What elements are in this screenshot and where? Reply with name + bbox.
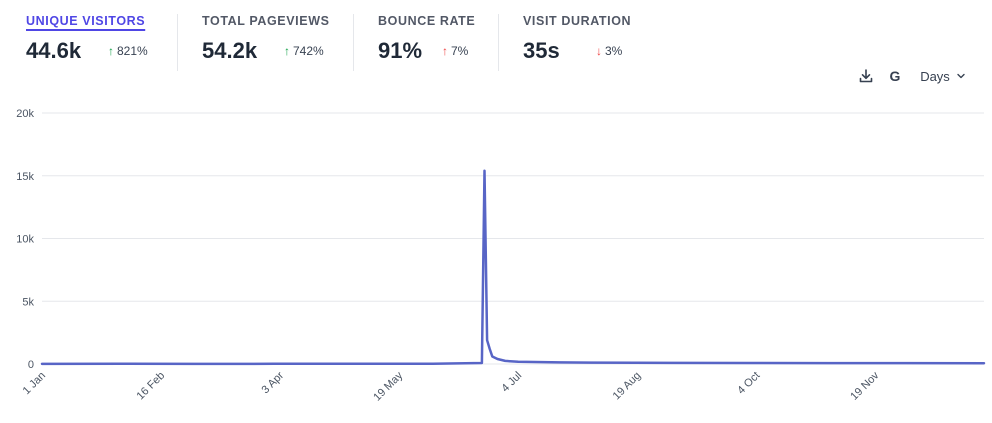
x-tick-label: 19 Nov xyxy=(848,369,881,402)
metric-divider xyxy=(498,14,499,71)
metric-label[interactable]: UNIQUE VISITORS xyxy=(26,14,146,28)
x-tick-label: 19 May xyxy=(371,369,405,403)
series-line xyxy=(40,169,986,366)
metric-label[interactable]: BOUNCE RATE xyxy=(378,14,476,28)
metric-label[interactable]: TOTAL PAGEVIEWS xyxy=(202,14,330,28)
g-button[interactable]: G xyxy=(889,68,901,84)
metric-value: 54.2k xyxy=(202,38,258,63)
metric-change: ↑ 821% xyxy=(108,44,148,58)
y-tick-label: 5k xyxy=(22,296,34,308)
metric-change: ↓ 3% xyxy=(596,44,622,58)
metric-visit-duration[interactable]: VISIT DURATION 35s ↓ 3% xyxy=(523,0,673,72)
chart-toolbar: G Days xyxy=(854,64,974,88)
arrow-down-icon: ↓ xyxy=(596,44,602,58)
metric-change-value: 742% xyxy=(293,44,324,58)
metric-value: 91% xyxy=(378,38,423,63)
metric-value: 44.6k xyxy=(26,38,82,63)
metrics-bar: UNIQUE VISITORS 44.6k ↑ 821% TOTAL PAGEVI… xyxy=(0,0,992,72)
metric-change: ↑ 7% xyxy=(442,44,468,58)
y-tick-label: 0 xyxy=(28,359,34,371)
metric-change-value: 7% xyxy=(451,44,469,58)
y-tick-label: 15k xyxy=(16,171,34,183)
arrow-up-icon: ↑ xyxy=(284,44,290,58)
x-tick-label: 4 Jul xyxy=(499,370,524,395)
x-tick-label: 19 Aug xyxy=(611,370,644,403)
x-tick-label: 16 Feb xyxy=(134,370,167,403)
x-tick-label: 3 Apr xyxy=(260,369,287,396)
y-tick-label: 10k xyxy=(16,234,34,246)
interval-label: Days xyxy=(920,68,950,84)
chevron-down-icon xyxy=(957,73,965,79)
metric-change-value: 3% xyxy=(605,44,623,58)
visitors-line-chart: 0 5k 10k 15k 20k 1 Jan 16 Feb 3 Apr 19 May 4 Jul 1… xyxy=(16,108,986,404)
metric-value: 35s xyxy=(523,38,560,63)
metric-unique-visitors[interactable]: UNIQUE VISITORS 44.6k ↑ 821% xyxy=(26,0,176,72)
metric-change-value: 821% xyxy=(117,44,148,58)
x-tick-label: 4 Oct xyxy=(735,370,762,397)
interval-select[interactable]: Days xyxy=(912,64,974,88)
arrow-up-icon: ↑ xyxy=(108,44,114,58)
metric-divider xyxy=(353,14,354,71)
download-icon xyxy=(859,69,873,83)
y-tick-label: 20k xyxy=(16,108,34,120)
x-tick-label: 1 Jan xyxy=(21,370,49,398)
metric-label[interactable]: VISIT DURATION xyxy=(523,14,632,28)
arrow-up-icon: ↑ xyxy=(442,44,448,58)
metric-total-pageviews[interactable]: TOTAL PAGEVIEWS 54.2k ↑ 742% xyxy=(202,0,352,72)
metric-change: ↑ 742% xyxy=(284,44,324,58)
download-button[interactable] xyxy=(854,64,878,88)
metric-divider xyxy=(177,14,178,71)
metric-bounce-rate[interactable]: BOUNCE RATE 91% ↑ 7% xyxy=(378,0,498,72)
